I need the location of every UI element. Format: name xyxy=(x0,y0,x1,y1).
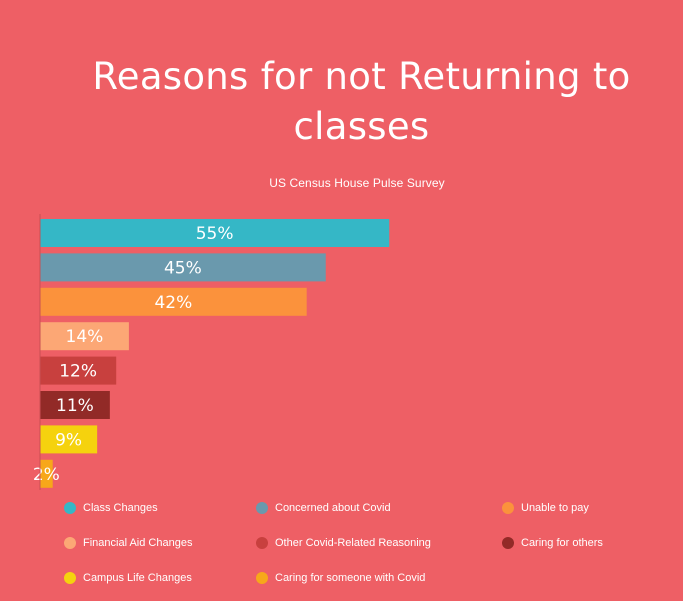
legend-item[interactable]: Concerned about Covid xyxy=(256,502,391,514)
bar-label-0: 55% xyxy=(196,224,234,244)
legend-item[interactable]: Caring for others xyxy=(502,537,603,549)
bar-3 xyxy=(40,322,129,351)
legend-label: Concerned about Covid xyxy=(275,502,391,514)
bar-2 xyxy=(40,287,307,316)
bar-label-5: 11% xyxy=(56,396,94,416)
legend-label: Campus Life Changes xyxy=(83,572,192,584)
legend-label: Caring for others xyxy=(521,537,603,549)
bar-label-7: 2% xyxy=(33,465,60,485)
legend-swatch xyxy=(64,572,76,584)
legend-label: Caring for someone with Covid xyxy=(275,572,426,584)
legend-label: Other Covid-Related Reasoning xyxy=(275,537,431,549)
legend-swatch xyxy=(502,502,514,514)
bar-label-6: 9% xyxy=(55,430,82,450)
legend-label: Financial Aid Changes xyxy=(83,537,193,549)
chart-subtitle: US Census House Pulse Survey xyxy=(269,176,445,190)
legend-swatch xyxy=(64,502,76,514)
legend-item[interactable]: Other Covid-Related Reasoning xyxy=(256,537,431,549)
bar-1 xyxy=(40,253,326,282)
legend-item[interactable]: Financial Aid Changes xyxy=(64,537,192,549)
bar-label-2: 42% xyxy=(154,293,192,313)
legend-swatch xyxy=(256,537,268,549)
bar-5 xyxy=(40,391,110,419)
bar-0 xyxy=(40,219,390,247)
legend-label: Class Changes xyxy=(83,502,158,514)
legend-label: Unable to pay xyxy=(521,502,589,514)
legend-swatch xyxy=(256,502,268,514)
legend-item[interactable]: Unable to pay xyxy=(502,502,589,514)
legend-item[interactable]: Caring for someone with Covid xyxy=(256,572,425,584)
legend-item[interactable]: Class Changes xyxy=(64,502,158,514)
bar-label-3: 14% xyxy=(66,327,104,347)
bar-6 xyxy=(40,425,98,454)
bar-label-4: 12% xyxy=(59,362,97,382)
bar-7 xyxy=(40,459,53,488)
chart-legend: Class Changes Concerned about Covid Unable… xyxy=(60,498,660,598)
chart-title: Reasons for not Returning to classes xyxy=(92,55,631,148)
legend-swatch xyxy=(64,537,76,549)
legend-swatch xyxy=(502,537,514,549)
bar-label-1: 45% xyxy=(164,258,202,278)
legend-swatch xyxy=(256,572,268,584)
bar-4 xyxy=(40,356,117,385)
legend-item[interactable]: Campus Life Changes xyxy=(64,572,192,584)
